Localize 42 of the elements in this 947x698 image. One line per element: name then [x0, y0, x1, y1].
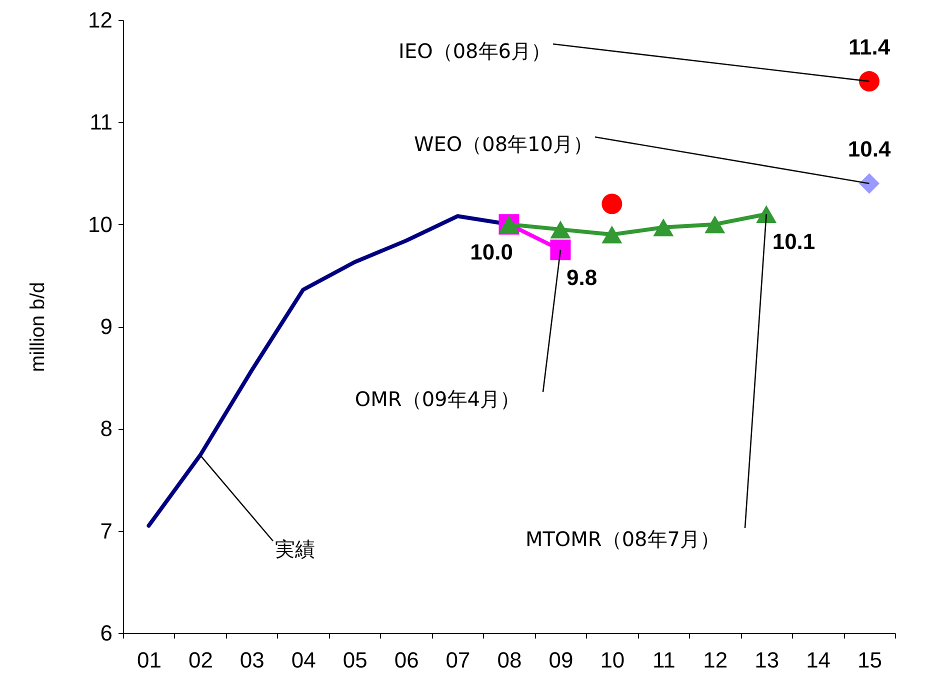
data-label: 10.4: [848, 136, 892, 162]
data-label: 10.1: [772, 229, 816, 254]
data-label: 10.0: [470, 239, 513, 264]
y-tick-label: 7: [100, 518, 112, 544]
y-tick-label: 6: [100, 620, 112, 646]
x-tick-label: 04: [291, 648, 316, 672]
y-tick-label: 12: [88, 8, 112, 32]
x-tick-label: 03: [240, 648, 264, 672]
point: [756, 205, 777, 223]
point: [653, 218, 674, 236]
x-tick-label: 09: [548, 648, 574, 672]
point: [550, 240, 571, 260]
annotation: OMR（09年4月）: [354, 387, 520, 411]
y-tick-label: 11: [90, 110, 112, 135]
x-tick-label: 12: [703, 648, 728, 672]
point: [704, 215, 726, 234]
y-tick-label: 8: [100, 416, 112, 442]
y-tick-label: 9: [100, 314, 112, 339]
point: [602, 194, 622, 214]
data-label: 11.4: [848, 34, 891, 60]
x-tick-label: 11: [652, 648, 676, 672]
y-axis-title: million b/d: [27, 282, 50, 372]
data-label: 9.8: [566, 264, 598, 290]
annotation: MTOMR（08年7月）: [525, 527, 720, 551]
x-tick-label: 02: [188, 648, 213, 672]
x-tick-label: 07: [446, 648, 470, 672]
y-tick-label: 10: [88, 212, 112, 237]
annotation: 実績: [275, 537, 315, 561]
point: [859, 173, 880, 194]
x-tick-label: 05: [342, 648, 368, 672]
x-tick-label: 13: [754, 648, 780, 672]
x-tick-label: 06: [394, 648, 419, 672]
annotation: WEO（08年10月）: [414, 132, 593, 156]
x-tick-label: 15: [858, 648, 882, 672]
point: [602, 226, 622, 244]
annotation: IEO（08年6月）: [398, 39, 551, 63]
x-tick-label: 14: [806, 648, 831, 672]
x-tick-label: 01: [136, 648, 162, 672]
point: [859, 71, 880, 92]
point: [550, 220, 571, 238]
x-tick-label: 08: [497, 648, 522, 672]
x-tick-label: 10: [600, 648, 625, 672]
